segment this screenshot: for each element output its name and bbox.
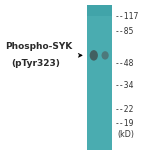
- Text: --117: --117: [115, 12, 139, 21]
- Bar: [87, 5, 112, 150]
- Text: --85: --85: [115, 27, 134, 37]
- Text: (pTyr323): (pTyr323): [11, 59, 60, 68]
- Bar: [87, 5, 112, 16]
- Text: --19: --19: [115, 119, 134, 128]
- Text: Phospho-SYK: Phospho-SYK: [5, 42, 72, 51]
- Text: --34: --34: [115, 80, 134, 90]
- Text: --22: --22: [115, 105, 134, 115]
- Text: --48: --48: [115, 59, 134, 68]
- Text: (kD): (kD): [118, 130, 135, 139]
- Ellipse shape: [102, 51, 109, 60]
- Ellipse shape: [90, 50, 98, 61]
